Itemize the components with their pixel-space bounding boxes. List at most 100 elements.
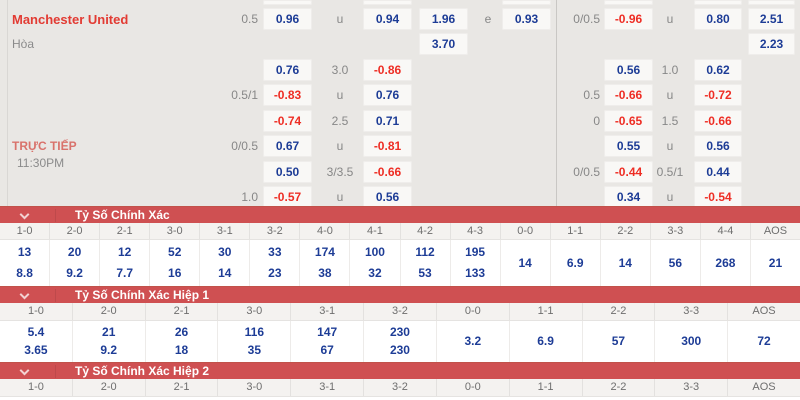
- correct-score-half2-section: Tỷ Số Chính Xác Hiệp 2 1-0 2-0 2-1 3-0 3-1 3-…: [0, 362, 800, 400]
- odds-value-box[interactable]: 0.44: [694, 161, 742, 183]
- score-odds-cell[interactable]: 300: [655, 321, 729, 362]
- score-header-cell: 3-0: [150, 223, 201, 239]
- odds-value-box[interactable]: 0.93: [502, 8, 551, 30]
- score-odds-cell[interactable]: 268: [701, 240, 751, 286]
- score-odds-cell[interactable]: 100 32: [350, 240, 401, 286]
- line-label: u: [336, 12, 344, 26]
- score-odds-cell[interactable]: 56: [651, 240, 701, 286]
- score-odds-cell[interactable]: 52 16: [150, 240, 201, 286]
- section-header-bar[interactable]: Tỷ Số Chính Xác: [0, 206, 800, 223]
- score-odds-cell[interactable]: 230 230: [364, 321, 437, 362]
- odds-value-box[interactable]: -0.81: [363, 135, 412, 157]
- score-odds-cell[interactable]: 6.9: [510, 321, 583, 362]
- correct-score-section: Tỷ Số Chính Xác 1-0 2-0 2-1 3-0 3-1 3-2 4-0 4-1…: [0, 206, 800, 286]
- odds-value-box[interactable]: [363, 0, 412, 5]
- score-odds-cell[interactable]: 21 9.2: [73, 321, 146, 362]
- score-header-row: 1-0 2-0 2-1 3-0 3-1 3-2 0-0 1-1 2-2 3-3 AOS: [0, 303, 800, 321]
- odds-value-box[interactable]: 0.56: [604, 59, 653, 81]
- odds-value-box[interactable]: [263, 0, 312, 5]
- odds-value-box[interactable]: 0.80: [694, 8, 742, 30]
- score-odds-cell[interactable]: 6.9: [551, 240, 601, 286]
- score-odds-cell[interactable]: 112 53: [401, 240, 451, 286]
- score-header-cell: 3-2: [250, 223, 301, 239]
- line-label: u: [666, 12, 674, 26]
- odds-value-box[interactable]: [502, 0, 551, 5]
- odds-value-box[interactable]: -0.57: [263, 186, 312, 208]
- score-odds-value: 56: [668, 255, 683, 270]
- match-time: 11:30PM: [17, 156, 65, 170]
- odds-value-box[interactable]: [694, 0, 742, 5]
- score-odds-cell[interactable]: 13 8.8: [0, 240, 51, 286]
- score-odds-cell[interactable]: 26 18: [146, 321, 219, 362]
- odds-value-box[interactable]: -0.83: [263, 84, 312, 106]
- score-odds-value: 20: [67, 245, 82, 260]
- score-odds-cell[interactable]: 195 133: [451, 240, 501, 286]
- odds-value-box[interactable]: 3.70: [419, 33, 468, 55]
- score-odds-value: 3.2: [464, 334, 482, 348]
- score-odds-value: 174: [314, 245, 335, 260]
- odds-value-box[interactable]: 0.55: [604, 135, 653, 157]
- odds-value-box[interactable]: -0.44: [604, 161, 653, 183]
- odds-value-box[interactable]: -0.54: [694, 186, 742, 208]
- score-header-cell: 3-3: [651, 223, 701, 239]
- odds-value-box[interactable]: -0.72: [694, 84, 742, 106]
- odds-value-box[interactable]: 0.50: [263, 161, 312, 183]
- odds-value-box[interactable]: 0.62: [694, 59, 742, 81]
- handicap-label: 0/0.5: [573, 12, 600, 26]
- bar-separator: [55, 365, 56, 378]
- score-header-cell: 4-3: [451, 223, 501, 239]
- odds-value-box[interactable]: 0.76: [263, 59, 312, 81]
- score-header-cell: 3-2: [364, 379, 437, 396]
- odds-value-box[interactable]: 0.67: [263, 135, 312, 157]
- line-label: 1.0: [661, 63, 679, 77]
- odds-value-box[interactable]: 1.96: [419, 8, 468, 30]
- score-odds-cell[interactable]: 147 67: [291, 321, 365, 362]
- score-odds-cell[interactable]: 14: [601, 240, 651, 286]
- odds-value-box[interactable]: 0.94: [363, 8, 412, 30]
- score-odds-cell[interactable]: 57: [583, 321, 656, 362]
- odds-value-box[interactable]: -0.66: [604, 84, 653, 106]
- odds-value-box[interactable]: 0.34: [604, 186, 653, 208]
- odds-value-box[interactable]: [604, 0, 653, 5]
- odds-value-box[interactable]: -0.66: [694, 110, 742, 132]
- score-odds-cell[interactable]: 5.4 3.65: [0, 321, 73, 362]
- chevron-down-icon[interactable]: [19, 289, 30, 300]
- odds-value-box[interactable]: -0.96: [604, 8, 653, 30]
- section-header-bar[interactable]: Tỷ Số Chính Xác Hiệp 1: [0, 286, 800, 303]
- odds-column-divider: [556, 0, 557, 206]
- line-label: 1.5: [661, 114, 679, 128]
- odds-value-box[interactable]: 2.51: [748, 8, 795, 30]
- line-label: u: [666, 139, 674, 153]
- chevron-down-icon[interactable]: [19, 365, 30, 376]
- score-header-cell: 1-1: [510, 303, 583, 320]
- score-odds-value: 21: [768, 255, 783, 270]
- score-odds-cell[interactable]: 174 38: [300, 240, 351, 286]
- score-odds-cell[interactable]: 21: [751, 240, 800, 286]
- odds-value-box[interactable]: -0.66: [363, 161, 412, 183]
- odds-value-box[interactable]: 0.56: [694, 135, 742, 157]
- score-odds-cell[interactable]: 12 7.7: [100, 240, 151, 286]
- odds-value-box[interactable]: 0.76: [363, 84, 412, 106]
- odds-value-box[interactable]: 0.56: [363, 186, 412, 208]
- score-odds-cell[interactable]: 116 35: [218, 321, 292, 362]
- odds-value-box[interactable]: -0.65: [604, 110, 653, 132]
- live-badge: TRỰC TIẾP: [12, 139, 77, 153]
- handicap-label: 1.0: [241, 190, 258, 204]
- odds-value-box[interactable]: -0.74: [263, 110, 312, 132]
- score-odds-cell[interactable]: 33 23: [250, 240, 301, 286]
- score-odds-cell[interactable]: 3.2: [437, 321, 510, 362]
- score-odds-cell[interactable]: 30 14: [200, 240, 251, 286]
- score-odds-cell[interactable]: 72: [728, 321, 800, 362]
- section-header-bar[interactable]: Tỷ Số Chính Xác Hiệp 2: [0, 362, 800, 379]
- odds-value-box[interactable]: 0.96: [263, 8, 312, 30]
- line-label: e: [484, 12, 492, 26]
- score-odds-cell[interactable]: 20 9.2: [50, 240, 101, 286]
- chevron-down-icon[interactable]: [19, 209, 30, 220]
- odds-value-box[interactable]: -0.86: [363, 59, 412, 81]
- score-odds-cell[interactable]: 14: [501, 240, 551, 286]
- odds-value-box[interactable]: [748, 0, 795, 5]
- odds-value-box[interactable]: 0.71: [363, 110, 412, 132]
- section-title: Tỷ Số Chính Xác: [75, 208, 170, 222]
- score-odds-value: 9.2: [66, 265, 83, 280]
- odds-value-box[interactable]: 2.23: [748, 33, 795, 55]
